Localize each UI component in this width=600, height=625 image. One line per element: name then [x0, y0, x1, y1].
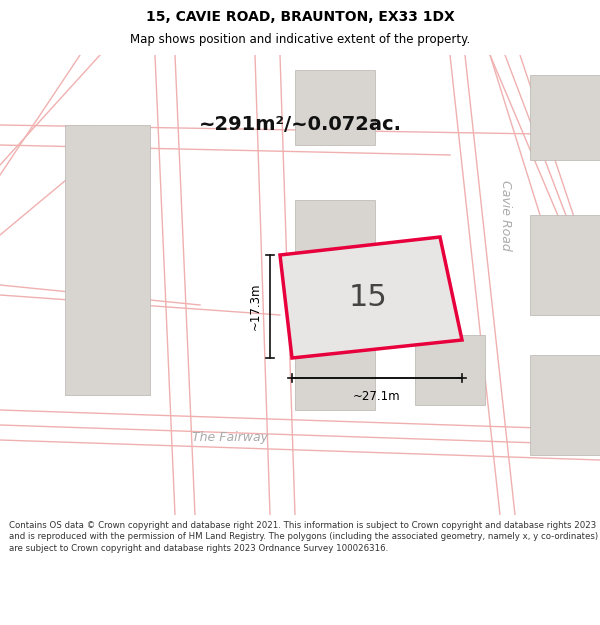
Bar [295, 345, 375, 410]
Text: 15, CAVIE ROAD, BRAUNTON, EX33 1DX: 15, CAVIE ROAD, BRAUNTON, EX33 1DX [146, 10, 454, 24]
Text: ~27.1m: ~27.1m [353, 390, 401, 403]
Text: Contains OS data © Crown copyright and database right 2021. This information is : Contains OS data © Crown copyright and d… [9, 521, 598, 553]
Bar [65, 125, 150, 395]
Text: ~17.3m: ~17.3m [249, 282, 262, 330]
Polygon shape [280, 237, 462, 358]
Bar [415, 335, 485, 405]
Text: 15: 15 [349, 283, 388, 312]
Text: Map shows position and indicative extent of the property.: Map shows position and indicative extent… [130, 33, 470, 46]
Text: Cavie Road: Cavie Road [499, 179, 511, 251]
Bar [530, 75, 600, 160]
Text: The Fairway: The Fairway [192, 431, 268, 444]
Bar [530, 355, 600, 455]
Bar [295, 200, 375, 315]
Bar [295, 70, 375, 145]
Text: ~291m²/~0.072ac.: ~291m²/~0.072ac. [199, 116, 401, 134]
Bar [530, 215, 600, 315]
